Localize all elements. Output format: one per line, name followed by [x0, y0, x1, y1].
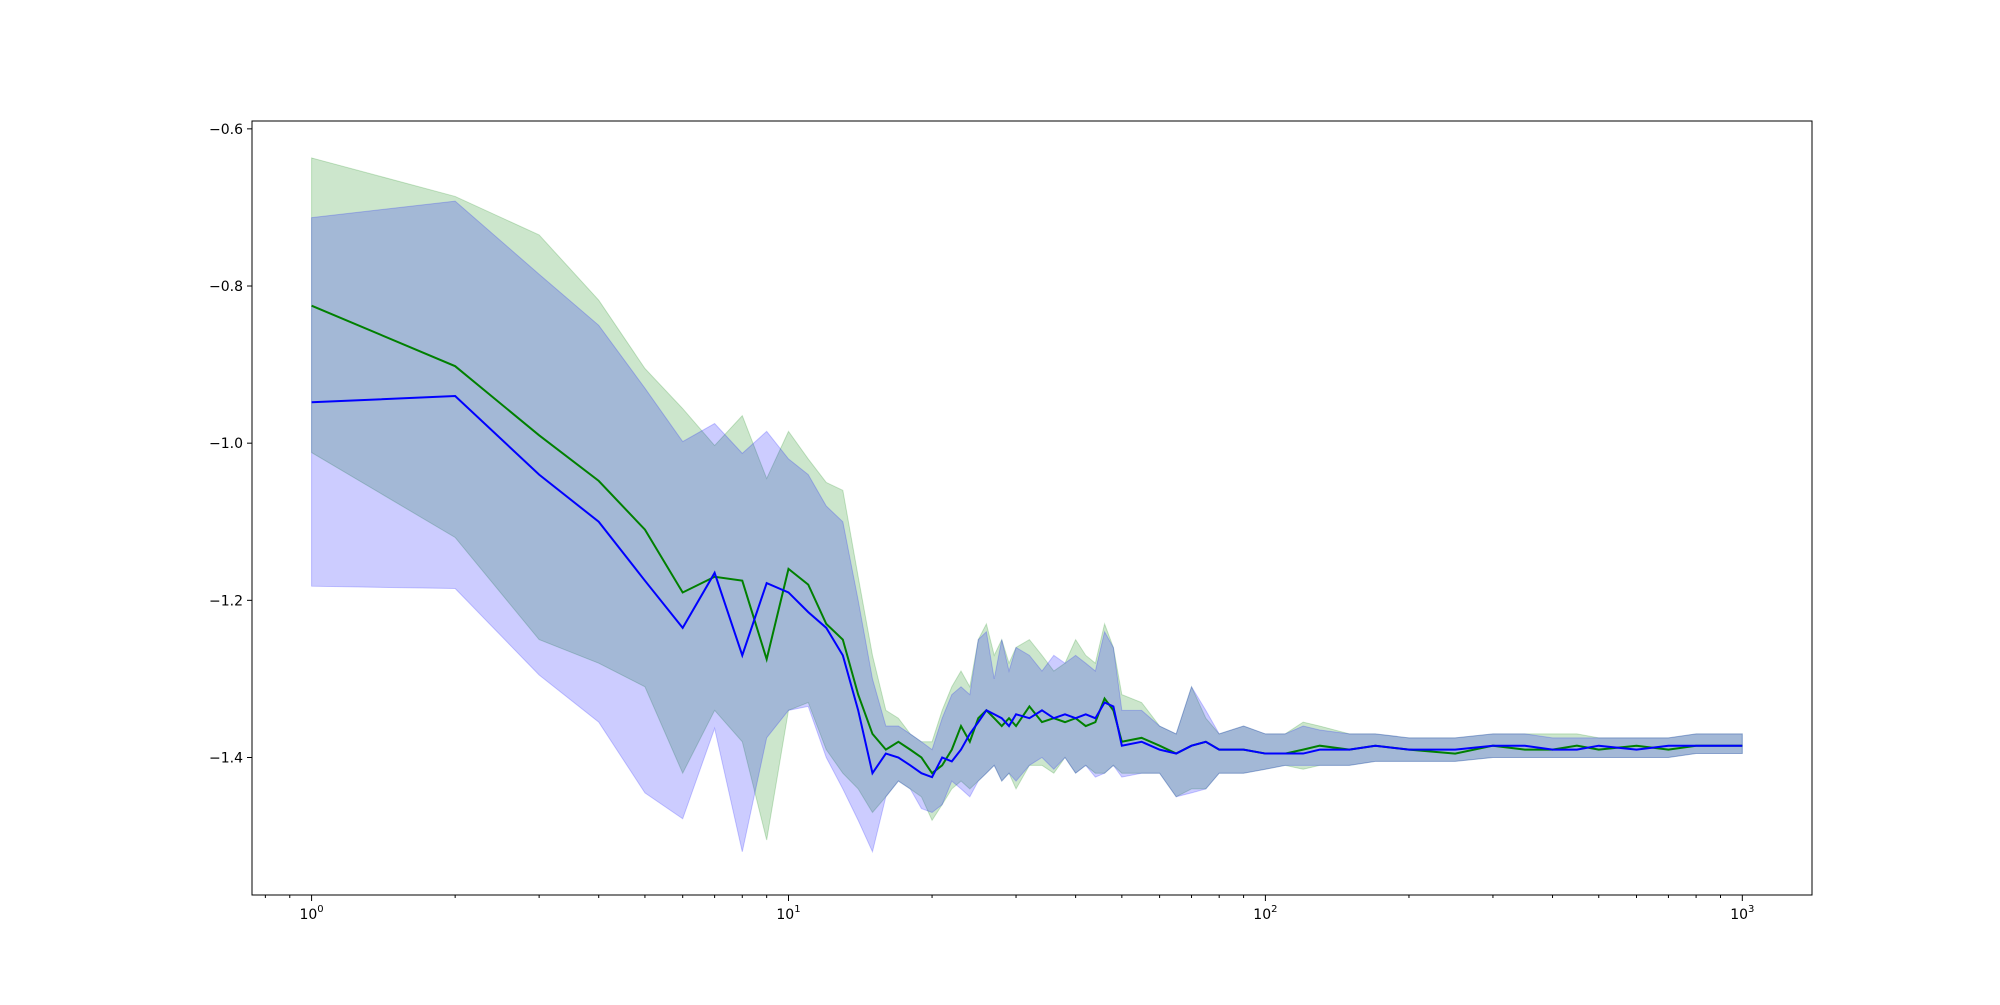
- line-series-2: [311, 395, 1743, 779]
- x-tick-label: 101: [776, 904, 800, 923]
- x-axis: 100 101 102 103: [264, 895, 1754, 923]
- y-tick-label: −1.0: [209, 436, 243, 452]
- band-series-1: [311, 157, 1743, 841]
- series-lines: [311, 304, 1743, 779]
- x-tick-label: 103: [1730, 904, 1754, 923]
- y-tick-label: −0.6: [209, 122, 243, 138]
- confidence-bands: [311, 157, 1743, 854]
- y-tick-label: −1.2: [209, 593, 243, 609]
- y-tick-label: −0.8: [209, 279, 243, 295]
- x-tick-label: 102: [1253, 904, 1277, 923]
- x-tick-label: 100: [299, 904, 323, 923]
- band-series-2: [311, 200, 1743, 854]
- y-axis: −0.6 −0.8 −1.0 −1.2 −1.4: [209, 122, 252, 766]
- y-tick-label: −1.4: [209, 750, 243, 766]
- plot-frame: [251, 120, 1813, 896]
